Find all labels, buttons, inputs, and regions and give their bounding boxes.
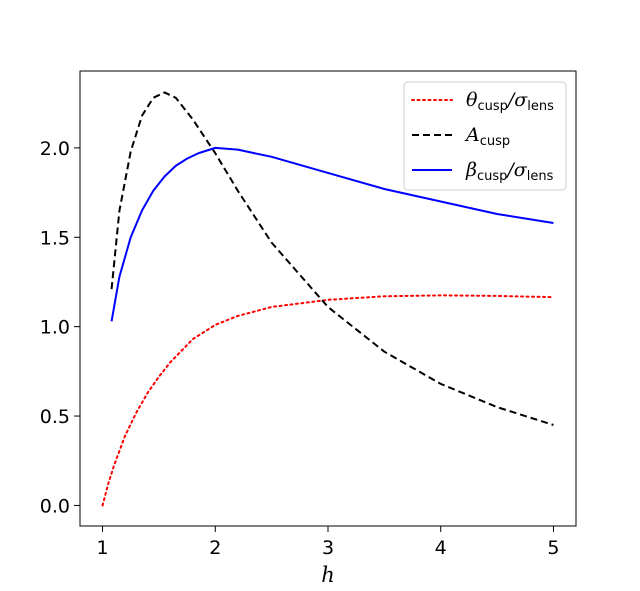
series-lines: [101, 91, 555, 507]
legend-label-3: βcusp/σlens: [465, 159, 554, 184]
x-tick-label: 3: [322, 537, 334, 559]
x-tick-label: 4: [435, 537, 447, 559]
y-tick-label: 2.0: [40, 138, 70, 160]
series-line-3: [110, 146, 554, 322]
legend-box: [403, 81, 567, 191]
x-tick-label: 5: [547, 537, 559, 559]
y-tick-label: 0.5: [40, 406, 70, 428]
y-tick-label: 1.5: [40, 227, 70, 249]
x-axis-label: h: [321, 563, 335, 587]
x-tick-label: 1: [96, 537, 108, 559]
legend-label-2: Acusp: [464, 124, 510, 149]
legend: θcusp/σlens Acusp βcusp/σlens: [403, 81, 567, 191]
y-tick-label: 1.0: [40, 317, 70, 339]
legend-label-1: θcusp/σlens: [466, 89, 554, 114]
x-tick-label: 2: [209, 537, 221, 559]
y-axis-ticks: 0.0 0.5 1.0 1.5 2.0: [40, 138, 80, 517]
y-tick-label: 0.0: [40, 495, 70, 517]
series-line-1: [101, 294, 555, 507]
series-line-2: [110, 91, 554, 426]
x-axis-ticks: 1 2 3 4 5: [96, 526, 560, 559]
